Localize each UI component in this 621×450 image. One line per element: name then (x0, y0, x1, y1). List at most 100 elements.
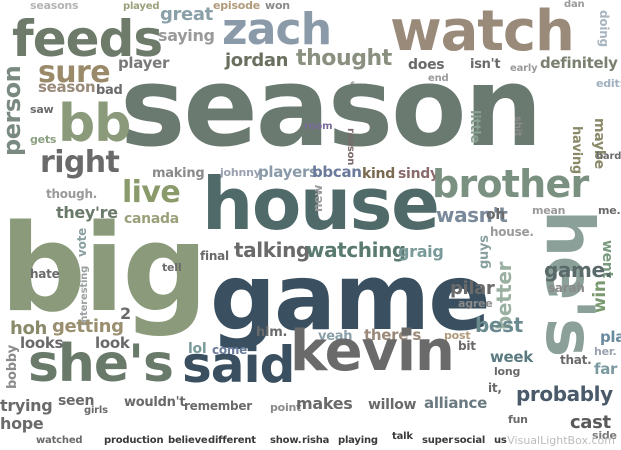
word-player: player (118, 54, 170, 72)
word-game: game (210, 244, 491, 351)
word-isn-t: isn't (470, 57, 501, 72)
word-jordan: jordan (225, 50, 289, 71)
word-person: person (0, 66, 26, 157)
word-brother: brother (432, 162, 589, 206)
word-him: him. (256, 325, 288, 340)
word-there-s: there's (364, 326, 422, 344)
word-bit: bit (458, 339, 476, 353)
word-wouldn-t: wouldn't (124, 395, 186, 410)
word-though: though. (46, 187, 98, 201)
word-agree: agree (458, 297, 493, 310)
word-look: look (95, 334, 130, 352)
word-fun: fun (508, 413, 528, 426)
word-room: room (304, 121, 333, 132)
word-long: long (494, 365, 521, 378)
word-season: season (120, 43, 543, 171)
word-episode: episode (213, 0, 261, 12)
word-girls: girls (84, 405, 108, 416)
watermark: VisualLightBox.com (507, 434, 615, 447)
word-believe: believe (168, 435, 208, 446)
word-cast: cast (570, 412, 611, 433)
word-super: super (422, 435, 453, 446)
word-making: making (152, 166, 205, 181)
word-house: house (202, 162, 440, 246)
word-2: 2 (120, 304, 131, 323)
word-looks: looks (20, 334, 64, 352)
word-watch: watch (390, 0, 575, 64)
word-point: point (270, 401, 302, 414)
word-remember: remember (184, 399, 252, 413)
word-playing: playing (338, 435, 378, 446)
word-big: big (0, 200, 208, 339)
word-gets: gets (30, 133, 57, 146)
word-edit: edit: (596, 77, 621, 90)
word-production: production (104, 435, 164, 446)
word-great: great (160, 4, 213, 25)
word-talking: talking (234, 238, 310, 262)
word-bbcan: bbcan (312, 163, 362, 181)
word-saying: saying (158, 26, 215, 45)
word-live: live (122, 175, 181, 210)
word-johnny: johnny (220, 166, 261, 179)
word-alliance: alliance (424, 394, 488, 412)
word-come: come (212, 343, 248, 357)
word-different: different (208, 435, 256, 446)
word-willow: willow (368, 397, 417, 413)
word-trying: trying (0, 396, 53, 415)
word-new: new (311, 184, 325, 212)
word-doing: doing (597, 10, 611, 47)
word-that: that. (560, 353, 592, 367)
word-watched: watched (36, 435, 83, 446)
word-seasons: seasons (30, 0, 79, 12)
word-bb: bb (58, 94, 131, 154)
word-bad: bad (96, 83, 123, 98)
word-game: game. (544, 258, 612, 282)
word-said: said (182, 336, 295, 394)
word-watching: watching (306, 238, 406, 262)
word-kevin: kevin (290, 319, 455, 384)
word-her: her. (594, 345, 617, 358)
word-played: played (123, 1, 160, 12)
word-thought: thought (296, 46, 392, 71)
word-hope: hope (0, 414, 44, 433)
word-right: right (40, 145, 120, 180)
word-mean: mean (532, 204, 566, 217)
word-makes: makes (296, 394, 353, 413)
word-sindy: sindy (398, 166, 439, 182)
word-me: me. (598, 204, 621, 217)
word-kind: kind (362, 166, 395, 182)
word-far: far (594, 360, 618, 378)
word-side: side (592, 429, 617, 442)
word-sure: sure (38, 55, 111, 90)
word-feeds: feeds (12, 10, 163, 68)
word-early: early (510, 63, 538, 74)
word-hoh: hoh (10, 318, 47, 339)
word-show: show. (270, 435, 302, 446)
word-hate: hate (30, 267, 60, 281)
word-won: won (265, 0, 290, 12)
word-talk: talk (392, 431, 413, 442)
word-best: best (475, 313, 523, 337)
word-lol: lol (188, 341, 207, 357)
word-dan: dan (564, 0, 585, 10)
word-end: end (428, 73, 449, 84)
word-seen: seen (58, 393, 95, 409)
word-shit: shit (512, 116, 523, 137)
word-probably: probably (516, 382, 613, 406)
word-fan: fan (350, 81, 368, 92)
word-oh: oh (486, 207, 506, 223)
word-house: house. (490, 225, 534, 239)
word-definitely: definitely (540, 54, 618, 72)
word-saw: saw (30, 103, 54, 116)
word-hard: hard (596, 151, 621, 162)
word-getting: getting (52, 316, 124, 337)
word-zach: zach (222, 4, 332, 55)
word-risha: risha (302, 435, 330, 446)
word-final: final (200, 249, 229, 263)
word-yeah: yeah (318, 329, 353, 344)
word-graig: graig (398, 242, 444, 261)
word-week: week (490, 348, 533, 366)
word-she-s: she's (28, 334, 174, 394)
word-wasn-t: wasn't (436, 203, 508, 227)
